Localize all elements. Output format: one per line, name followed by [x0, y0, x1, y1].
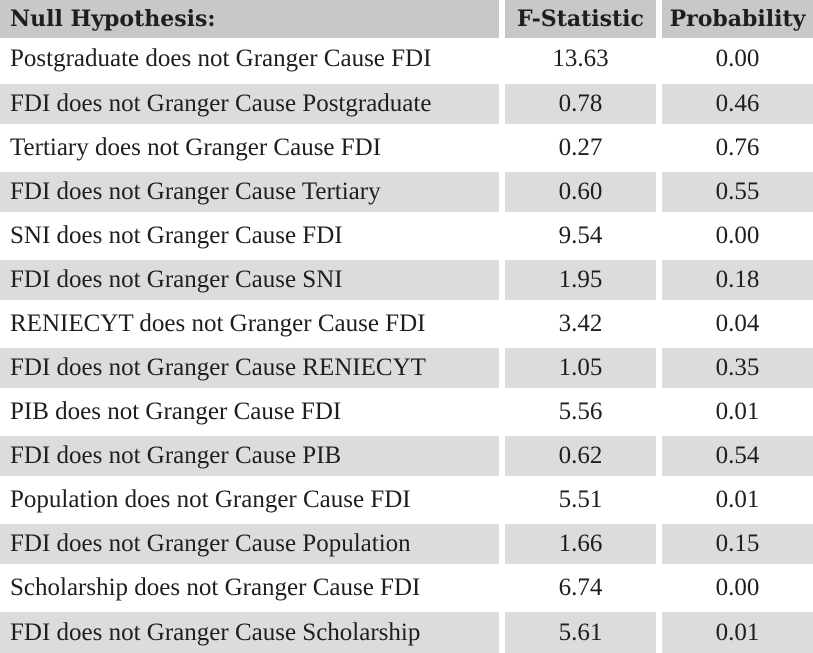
probability-cell: 0.00: [656, 214, 813, 258]
null-hypothesis-cell: FDI does not Granger Cause Tertiary: [0, 170, 499, 214]
probability-cell: 0.35: [656, 346, 813, 390]
probability-cell: 0.00: [656, 38, 813, 82]
null-hypothesis-cell: Population does not Granger Cause FDI: [0, 478, 499, 522]
table-row: FDI does not Granger Cause Population 1.…: [0, 522, 813, 566]
f-statistic-cell: 0.78: [499, 82, 656, 126]
f-statistic-cell: 1.66: [499, 522, 656, 566]
null-hypothesis-cell: FDI does not Granger Cause Postgraduate: [0, 82, 499, 126]
probability-cell: 0.01: [656, 478, 813, 522]
f-statistic-cell: 9.54: [499, 214, 656, 258]
table-row: FDI does not Granger Cause SNI 1.95 0.18: [0, 258, 813, 302]
f-statistic-cell: 1.95: [499, 258, 656, 302]
f-statistic-cell: 1.05: [499, 346, 656, 390]
f-statistic-cell: 13.63: [499, 38, 656, 82]
table-row: RENIECYT does not Granger Cause FDI 3.42…: [0, 302, 813, 346]
null-hypothesis-cell: Scholarship does not Granger Cause FDI: [0, 566, 499, 610]
f-statistic-cell: 5.51: [499, 478, 656, 522]
null-hypothesis-cell: SNI does not Granger Cause FDI: [0, 214, 499, 258]
header-f-statistic: F-Statistic: [499, 0, 656, 38]
null-hypothesis-cell: FDI does not Granger Cause RENIECYT: [0, 346, 499, 390]
probability-cell: 0.18: [656, 258, 813, 302]
table-row: Population does not Granger Cause FDI 5.…: [0, 478, 813, 522]
f-statistic-cell: 0.62: [499, 434, 656, 478]
f-statistic-cell: 0.60: [499, 170, 656, 214]
probability-cell: 0.55: [656, 170, 813, 214]
probability-cell: 0.54: [656, 434, 813, 478]
table-row: SNI does not Granger Cause FDI 9.54 0.00: [0, 214, 813, 258]
table-row: Postgraduate does not Granger Cause FDI …: [0, 38, 813, 82]
header-null-hypothesis: Null Hypothesis:: [0, 0, 499, 38]
null-hypothesis-cell: FDI does not Granger Cause SNI: [0, 258, 499, 302]
f-statistic-cell: 3.42: [499, 302, 656, 346]
header-row: Null Hypothesis: F-Statistic Probability: [0, 0, 813, 38]
table-row: Tertiary does not Granger Cause FDI 0.27…: [0, 126, 813, 170]
probability-cell: 0.46: [656, 82, 813, 126]
f-statistic-cell: 6.74: [499, 566, 656, 610]
null-hypothesis-cell: FDI does not Granger Cause PIB: [0, 434, 499, 478]
null-hypothesis-cell: FDI does not Granger Cause Population: [0, 522, 499, 566]
probability-cell: 0.01: [656, 390, 813, 434]
table-row: FDI does not Granger Cause PIB 0.62 0.54: [0, 434, 813, 478]
null-hypothesis-cell: Postgraduate does not Granger Cause FDI: [0, 38, 499, 82]
null-hypothesis-cell: FDI does not Granger Cause Scholarship: [0, 610, 499, 653]
probability-cell: 0.76: [656, 126, 813, 170]
probability-cell: 0.01: [656, 610, 813, 653]
null-hypothesis-cell: Tertiary does not Granger Cause FDI: [0, 126, 499, 170]
table-row: FDI does not Granger Cause Postgraduate …: [0, 82, 813, 126]
probability-cell: 0.04: [656, 302, 813, 346]
f-statistic-cell: 5.56: [499, 390, 656, 434]
null-hypothesis-cell: RENIECYT does not Granger Cause FDI: [0, 302, 499, 346]
table-row: PIB does not Granger Cause FDI 5.56 0.01: [0, 390, 813, 434]
header-probability: Probability: [656, 0, 813, 38]
table-row: FDI does not Granger Cause Tertiary 0.60…: [0, 170, 813, 214]
table-row: FDI does not Granger Cause RENIECYT 1.05…: [0, 346, 813, 390]
probability-cell: 0.00: [656, 566, 813, 610]
table-row: Scholarship does not Granger Cause FDI 6…: [0, 566, 813, 610]
f-statistic-cell: 0.27: [499, 126, 656, 170]
table-row: FDI does not Granger Cause Scholarship 5…: [0, 610, 813, 653]
null-hypothesis-cell: PIB does not Granger Cause FDI: [0, 390, 499, 434]
f-statistic-cell: 5.61: [499, 610, 656, 653]
probability-cell: 0.15: [656, 522, 813, 566]
